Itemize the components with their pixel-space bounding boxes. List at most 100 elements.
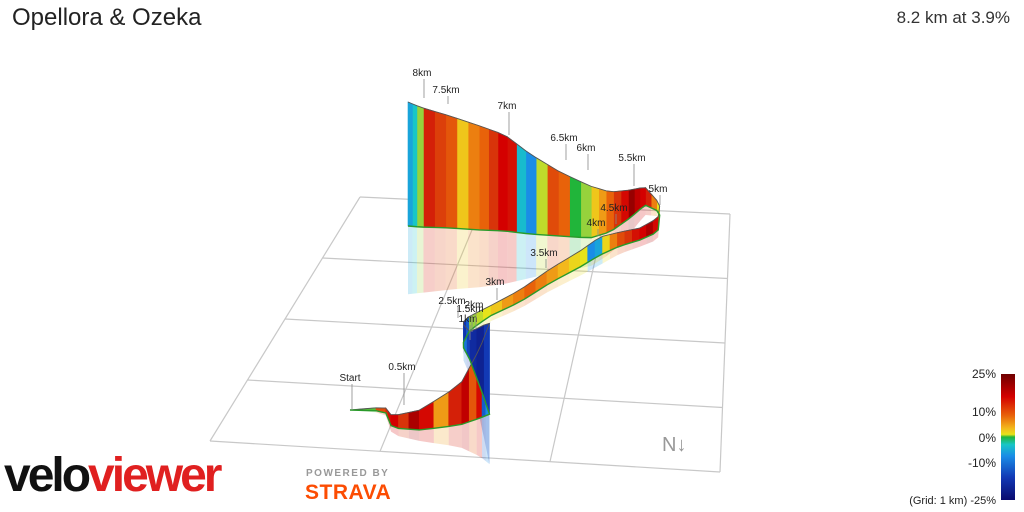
reflection-segment [416,226,424,294]
colorscale-tick-0: 0% [978,431,996,445]
distance-marker-label: 5.5km [618,153,645,164]
grid-scale-note: (Grid: 1 km) -25% [909,495,996,507]
distance-marker-label: 7km [498,101,517,112]
distance-marker-label: 3.5km [530,248,557,259]
reflection-segment [653,229,659,242]
reflection-segment [546,278,559,293]
profile-segment [461,367,470,425]
profile-segment [497,131,508,232]
reflection-segment [580,262,588,276]
reflection-segment [488,230,498,287]
gradient-colorscale [1001,374,1015,500]
grid-line-h [284,318,726,344]
distance-marker-label: 4km [587,218,606,229]
reflection-segment [525,233,537,279]
grid-line-v [209,196,361,442]
reflection-segment [419,428,434,444]
reflection-segment [502,305,514,317]
profile-segment [398,412,410,430]
veloviewer-logo[interactable]: veloviewer [4,449,222,502]
profile-segment [434,110,447,229]
reflection-segment [535,284,547,300]
reflection-segment [640,205,646,222]
profile-segment [445,114,458,229]
reflection-segment [423,227,435,293]
grid-line-v [719,213,731,473]
profile-segment [488,128,499,232]
reflection-segment [408,429,420,441]
profile-segment [516,143,527,234]
route-ground-line [349,204,661,431]
colorscale-tick-max: 25% [971,367,996,381]
logo-part-viewer: viewer [88,449,222,502]
profile-segment [506,136,517,233]
profile-segment [580,181,592,238]
north-arrow-icon: N↓ [662,434,686,456]
reflection-segment [624,242,633,252]
reflection-segment [468,229,480,289]
reflection-segment [516,232,526,282]
reflection-segment [476,417,483,459]
distance-marker-label: 2.5km [438,296,465,307]
distance-marker-label: 3km [486,277,505,288]
reflection-segment [469,419,477,455]
profile-segment [535,157,548,236]
distance-marker-label: 1.5km [456,304,483,315]
reflection-segment [412,226,417,294]
distance-marker-label: 2km [465,300,484,311]
profile-segment [448,381,463,427]
grid-line-v [379,202,484,452]
distance-marker-label: 6.5km [550,133,577,144]
reflection-segment [485,414,490,465]
profile-segment [547,163,559,237]
route-ribbon [349,101,661,431]
colorscale-tick-neg10: -10% [967,456,996,470]
grid-line-h [322,257,728,280]
reflection-segment [558,272,570,287]
reflection-segment [634,209,640,228]
reflection-segment [524,292,536,306]
logo-part-velo: velo [4,449,91,502]
distance-marker-label: Start [339,373,360,384]
reflection-segment [448,424,462,448]
reflection-segment [513,299,525,312]
reflection-segment [491,310,503,322]
profile-top-edge [349,101,661,416]
distance-marker-label: 4.5km [600,203,627,214]
reflection-segment [483,315,492,327]
profile-segment [412,103,418,228]
profile-segment [558,170,570,237]
strava-logo[interactable]: STRAVA [305,481,392,504]
route-summary: 8.2 km at 3.9% [896,8,1010,27]
distance-marker-label: 8km [413,68,432,79]
reflection-segment [445,227,457,291]
profile-segment [478,125,489,231]
reflection-segment [482,415,486,462]
reflection-segment [497,230,508,285]
profile-segment [525,150,537,235]
reflection-segment [569,266,581,282]
profile-segment [407,101,413,227]
distance-marker-label: 6km [577,143,596,154]
profile-segment [408,409,420,431]
reflection-segment [398,428,409,439]
reflection-segment [456,228,469,290]
reflection-segment [434,227,446,292]
reflection-segment [433,426,449,446]
profile-segment [456,117,469,230]
reflection-segment [408,226,413,295]
distance-marker-label: 7.5km [432,85,459,96]
profile-segment [433,391,450,429]
profile-segment [467,121,480,231]
reflection-segment [479,229,489,288]
grid-line-h [209,440,721,473]
reflection-segment [461,421,470,452]
chart-title: Opellora & Ozeka [12,4,202,31]
profile-segment [569,176,582,238]
colorscale-tick-10: 10% [971,405,996,419]
profile-segment [423,107,435,228]
distance-marker-label: 0.5km [388,362,415,373]
reflection-segment [536,234,548,277]
